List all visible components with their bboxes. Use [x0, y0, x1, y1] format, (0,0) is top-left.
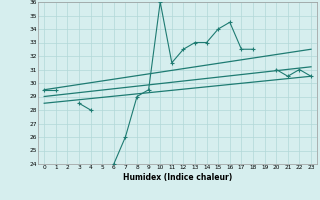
X-axis label: Humidex (Indice chaleur): Humidex (Indice chaleur) [123, 173, 232, 182]
